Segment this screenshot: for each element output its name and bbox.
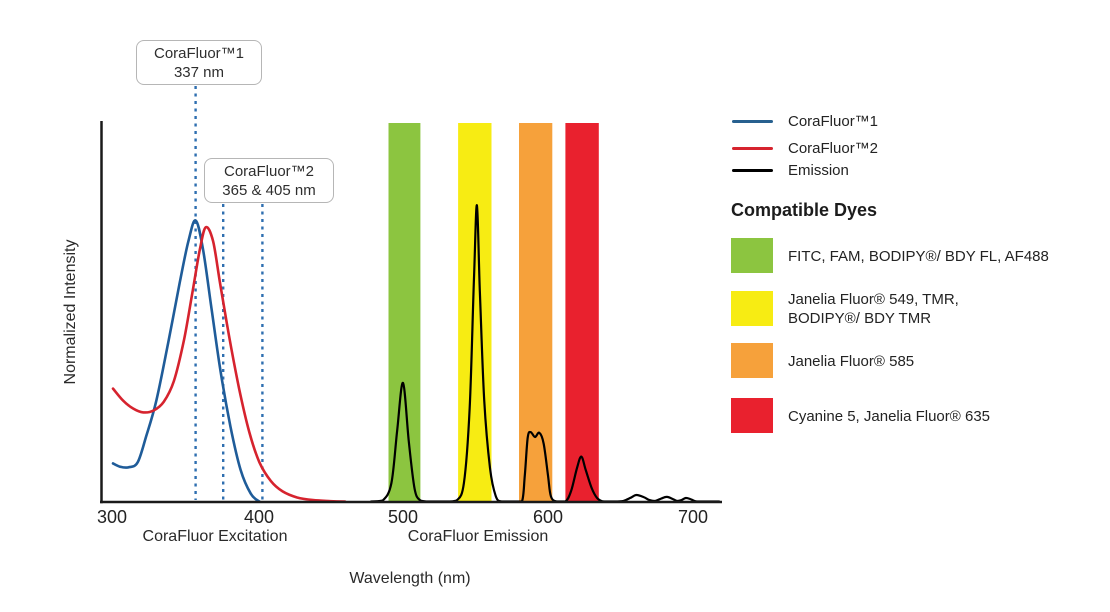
excitation-dashed-markers [194, 86, 264, 500]
x-tick-400: 400 [243, 507, 275, 527]
dye-band-0 [388, 123, 421, 502]
excitation-section-label: CoraFluor Excitation [142, 528, 288, 545]
dye-swatch-yellow [731, 291, 773, 326]
dye-label-orange-line1: Janelia Fluor® 585 [788, 353, 915, 370]
dye-band-2 [519, 123, 553, 502]
dye-swatch-red [731, 398, 773, 433]
dye-swatch-green [731, 238, 773, 273]
annotation-corafluor2-wavelength: 365 & 405 nm [222, 182, 316, 199]
x-tick-300: 300 [96, 507, 128, 527]
x-tick-500: 500 [387, 507, 419, 527]
dye-label-red-line1: Cyanine 5, Janelia Fluor® 635 [788, 408, 991, 425]
annotation-corafluor2-name: CoraFluor™2 [223, 163, 315, 180]
annotation-corafluor1-wavelength: 337 nm [173, 64, 225, 81]
annotation-corafluor1-name: CoraFluor™1 [153, 45, 245, 62]
compatible-dyes-title: Compatible Dyes [731, 200, 878, 220]
legend-label-corafluor1: CoraFluor™1 [788, 113, 879, 130]
legend-line-corafluor1 [732, 120, 773, 123]
dye-label-yellow-line1: Janelia Fluor® 549, TMR, [788, 291, 959, 308]
dye-swatch-orange [731, 343, 773, 378]
dye-label-orange: Janelia Fluor® 585 [788, 352, 914, 371]
curve-0 [111, 219, 261, 503]
legend-label-corafluor2: CoraFluor™2 [788, 140, 879, 157]
legend-label-emission: Emission [788, 162, 849, 179]
dye-label-yellow: Janelia Fluor® 549, TMR, BODIPY®/ BDY TM… [788, 290, 959, 328]
emission-section-label: CoraFluor Emission [407, 528, 549, 545]
legend-line-emission [732, 169, 773, 172]
curve-1 [111, 225, 347, 503]
annotation-corafluor1: CoraFluor™1 337 nm [136, 40, 262, 85]
x-axis-label: Wavelength (nm) [349, 570, 471, 587]
x-tick-600: 600 [532, 507, 564, 527]
dye-label-green-line1: FITC, FAM, BODIPY®/ BDY FL, AF488 [788, 248, 1049, 265]
legend-line-corafluor2 [732, 147, 773, 150]
dye-label-red: Cyanine 5, Janelia Fluor® 635 [788, 407, 990, 426]
annotation-corafluor2: CoraFluor™2 365 & 405 nm [204, 158, 334, 203]
y-axis-label: Normalized Intensity [62, 239, 79, 385]
dye-band-rects [388, 123, 599, 502]
dye-band-3 [565, 123, 599, 502]
dye-label-yellow-line2: BODIPY®/ BDY TMR [788, 310, 932, 327]
dye-label-green: FITC, FAM, BODIPY®/ BDY FL, AF488 [788, 247, 1049, 266]
x-tick-700: 700 [677, 507, 709, 527]
